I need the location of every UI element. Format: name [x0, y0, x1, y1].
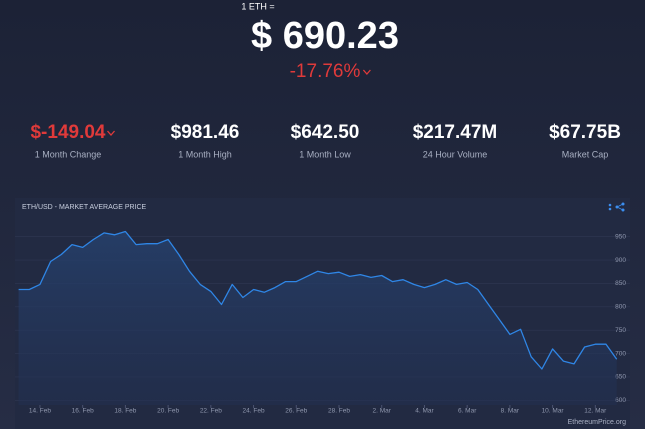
stat-label: 1 Month Low: [299, 149, 351, 159]
x-tick-label: 22. Feb: [200, 408, 222, 415]
x-tick-label: 20. Feb: [157, 408, 179, 415]
y-tick-label: 950: [615, 233, 626, 240]
chevron-icon: [362, 69, 371, 75]
stat-label: 24 Hour Volume: [423, 149, 488, 159]
y-tick-label: 850: [615, 280, 626, 287]
stat-label: 1 Month Change: [35, 149, 102, 159]
price: $ 690.23: [251, 15, 399, 57]
stat-value: $981.46: [171, 122, 240, 143]
chart-title: ETH/USD - MARKET AVERAGE PRICE: [22, 204, 147, 211]
area-fill: [18, 231, 617, 405]
stat-value: $67.75B: [549, 122, 621, 143]
y-tick-label: 650: [615, 374, 626, 381]
x-tick-label: 16. Feb: [72, 408, 94, 415]
x-tick-label: 12. Mar: [584, 408, 607, 415]
x-tick-label: 24. Feb: [243, 408, 265, 415]
chevron-icon: [107, 130, 115, 136]
x-tick-label: 26. Feb: [285, 408, 307, 415]
y-tick-label: 900: [615, 257, 626, 264]
x-tick-label: 10. Mar: [542, 408, 565, 415]
x-tick-label: 28. Feb: [328, 408, 350, 415]
credit: EthereumPrice.org: [568, 419, 626, 426]
stat-value: $217.47M: [413, 122, 498, 143]
y-tick-label: 700: [615, 350, 626, 357]
y-tick-label: 600: [615, 397, 626, 404]
x-tick-label: 14. Feb: [29, 408, 51, 415]
x-tick-label: 6. Mar: [458, 408, 477, 415]
x-tick-label: 2. Mar: [373, 408, 392, 415]
chart-icons: [608, 202, 625, 212]
price-change: -17.76%: [290, 61, 361, 82]
x-tick-label: 8. Mar: [501, 408, 520, 415]
x-tick-label: 4. Mar: [415, 408, 434, 415]
stat-label: Market Cap: [562, 149, 609, 159]
stat-value: $642.50: [291, 122, 360, 143]
price-line: [18, 230, 618, 370]
stat-label: 1 Month High: [178, 149, 232, 159]
stat-value: $-149.04: [30, 122, 105, 143]
x-tick-label: 18. Feb: [114, 408, 136, 415]
y-tick-label: 750: [615, 327, 626, 334]
y-tick-label: 800: [615, 304, 626, 311]
unit: 1 ETH =: [241, 1, 274, 11]
